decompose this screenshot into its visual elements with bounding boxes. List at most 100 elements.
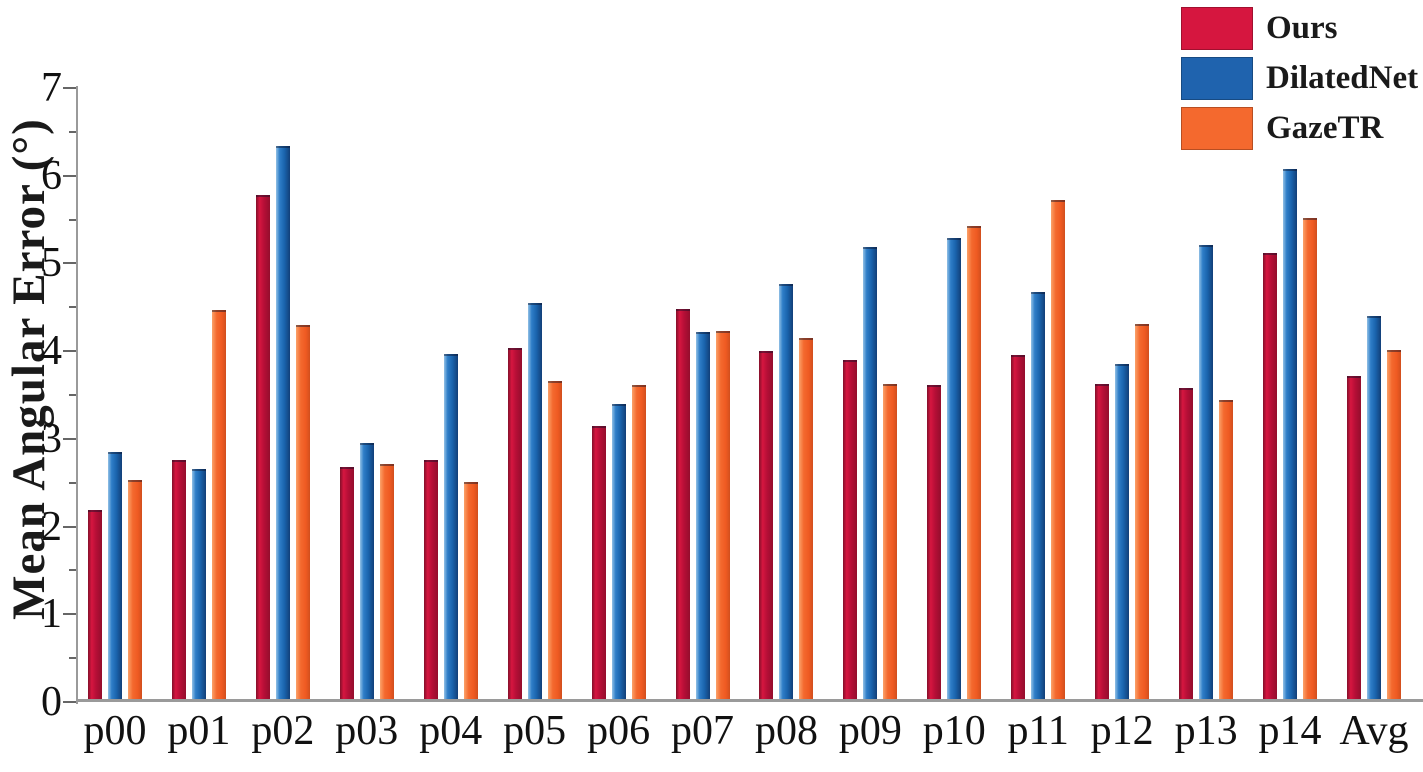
y-minor-tick: [69, 306, 76, 309]
bar-dilatednet-p08: [779, 284, 794, 699]
y-tick-label: 5: [41, 240, 62, 287]
bar-gazetr-p09: [883, 384, 898, 699]
bar-ours-p10: [927, 385, 942, 699]
legend-item-ours: Ours: [1181, 7, 1418, 50]
x-category-label-p02: p02: [251, 708, 315, 754]
bar-ours-p02: [255, 194, 270, 699]
legend-item-gazetr: GazeTR: [1181, 107, 1418, 150]
x-category-label-p06: p06: [587, 708, 651, 754]
y-major-tick: [63, 525, 76, 528]
bar-dilatednet-p03: [359, 442, 374, 699]
bar-group-p12: [1095, 323, 1150, 699]
y-major-tick: [63, 87, 76, 89]
bar-ours-p06: [591, 426, 606, 699]
bar-group-Avg: [1346, 315, 1401, 699]
x-axis-line: [76, 699, 1423, 702]
bar-gazetr-p00: [128, 479, 142, 699]
x-category-label-p01: p01: [167, 708, 231, 754]
y-tick-label: 3: [41, 415, 62, 462]
legend-label-ours: Ours: [1266, 10, 1338, 46]
x-category-label-p10: p10: [922, 708, 986, 754]
bar-ours-p04: [423, 460, 438, 699]
x-category-label-p13: p13: [1174, 708, 1238, 754]
bar-ours-p03: [339, 466, 354, 699]
y-tick-label: 4: [41, 328, 62, 375]
bar-group-p14: [1263, 169, 1318, 699]
bar-gazetr-p10: [967, 226, 982, 699]
y-major-tick: [63, 437, 76, 440]
y-minor-tick: [69, 569, 76, 572]
bar-dilatednet-p05: [527, 302, 542, 699]
y-major-tick: [63, 174, 76, 177]
bar-dilatednet-p07: [695, 332, 710, 699]
bar-dilatednet-p12: [1115, 363, 1130, 699]
bar-dilatednet-p13: [1199, 244, 1214, 699]
legend-item-dilatednet: DilatedNet: [1181, 57, 1418, 100]
bar-ours-p13: [1179, 387, 1194, 699]
y-minor-tick: [69, 657, 76, 660]
bar-ours-p08: [759, 350, 774, 699]
x-category-label-p14: p14: [1258, 708, 1322, 754]
y-major-tick: [63, 613, 76, 616]
bar-group-p07: [675, 308, 730, 699]
bar-gazetr-p11: [1051, 199, 1066, 699]
bar-gazetr-p01: [211, 309, 226, 699]
legend-swatch-dilatednet: [1181, 57, 1253, 100]
x-category-label-p12: p12: [1090, 708, 1154, 754]
y-minor-tick: [69, 130, 76, 133]
bar-ours-p07: [675, 308, 690, 699]
x-category-label-p11: p11: [1007, 708, 1069, 754]
legend-label-gazetr: GazeTR: [1266, 110, 1384, 146]
y-tick-label: 2: [41, 503, 62, 550]
bar-group-p05: [507, 302, 562, 699]
legend-swatch-ours: [1181, 7, 1253, 50]
y-minor-tick: [69, 394, 76, 396]
y-axis-line: [76, 86, 78, 704]
bar-group-p04: [423, 354, 478, 699]
x-category-label-Avg: Avg: [1339, 708, 1409, 754]
bar-dilatednet-p11: [1031, 292, 1046, 699]
y-major-tick: [63, 350, 76, 353]
bar-ours-p12: [1095, 384, 1110, 699]
y-minor-tick: [69, 481, 76, 484]
plot-area: 0 1 2 3 4 5 6 7 p00 p01 p02 p03 p04 p05 p06 p07 p08 p09 p1…: [41, 67, 1423, 754]
bar-group-p09: [843, 247, 898, 699]
x-category-label-p05: p05: [503, 708, 567, 754]
y-minor-tick: [69, 218, 76, 221]
bar-gazetr-p06: [631, 385, 646, 699]
bar-dilatednet-p09: [863, 247, 878, 699]
bar-dilatednet-p00: [108, 451, 122, 699]
y-major-tick: [63, 262, 76, 265]
bar-group-p06: [591, 385, 646, 699]
bar-ours-p01: [171, 460, 186, 699]
x-category-label-p00: p00: [83, 708, 147, 754]
bar-ours-p14: [1263, 252, 1278, 699]
y-tick-label: 1: [41, 591, 62, 638]
bar-gazetr-p14: [1303, 218, 1318, 699]
bar-group-p11: [1011, 199, 1066, 699]
y-major-tick: [63, 701, 76, 703]
bar-ours-p00: [88, 510, 102, 699]
legend-label-dilatednet: DilatedNet: [1266, 60, 1419, 96]
x-category-label-p03: p03: [335, 708, 399, 754]
y-tick-label: 6: [41, 152, 62, 199]
bar-ours-p05: [507, 348, 522, 699]
bar-gazetr-p05: [547, 380, 562, 699]
x-category-label-p07: p07: [671, 708, 734, 754]
bar-gazetr-p08: [799, 337, 814, 699]
bar-dilatednet-p06: [611, 404, 626, 699]
bar-ours-p11: [1011, 355, 1026, 699]
bar-group-p01: [171, 309, 226, 699]
bar-dilatednet-p14: [1283, 169, 1298, 699]
bar-group-p00: [88, 451, 142, 699]
bar-group-p02: [255, 146, 310, 699]
bar-gazetr-p04: [463, 481, 478, 699]
bar-gazetr-Avg: [1386, 349, 1401, 699]
bar-dilatednet-p02: [275, 146, 290, 699]
bar-gazetr-p12: [1135, 323, 1150, 699]
bar-dilatednet-Avg: [1366, 315, 1381, 699]
y-tick-label: 7: [41, 65, 62, 111]
bar-group-p03: [339, 442, 394, 699]
bar-group-p10: [927, 226, 982, 699]
